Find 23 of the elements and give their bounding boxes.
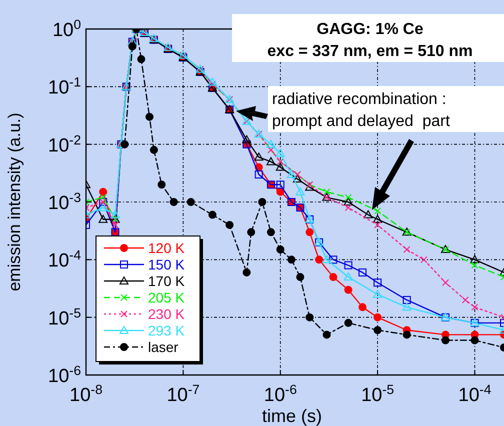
x-axis-title: time (s) [262, 406, 322, 426]
x-tick-label: 10$^{-5}$ [361, 382, 394, 406]
annotation: radiative recombination : prompt and delayed part [272, 91, 450, 130]
legend-label: 170 K [148, 273, 186, 289]
note-box: radiative recombination : prompt and delayed part [268, 86, 504, 132]
y-tick-label: 10$^{-2}$ [48, 132, 81, 156]
chart-title: GAGG: 1% Ce [316, 21, 424, 38]
legend-label: laser [148, 339, 179, 355]
x-tick-label: 10$^{-7}$ [166, 382, 200, 406]
title-box: GAGG: 1% Ce exc = 337 nm, em = 510 nm [232, 14, 504, 62]
y-tick-label: 10$^{0}$ [52, 16, 81, 41]
legend-label: 293 K [148, 322, 186, 338]
legend-label: 230 K [148, 306, 186, 322]
y-tick-label: 10$^{-1}$ [48, 74, 81, 99]
y-tick-label: 10$^{-3}$ [48, 190, 81, 214]
x-tick-label: 10$^{-6}$ [264, 382, 297, 406]
x-tick-label: 10$^{-4}$ [458, 382, 492, 406]
legend-label: 120 K [148, 240, 186, 256]
y-tick-label: 10$^{-5}$ [48, 304, 81, 330]
y-tick-label: 10$^{-4}$ [48, 247, 81, 272]
legend-label: 150 K [148, 256, 186, 272]
y-axis-title: emission intensity (a.u.) [5, 112, 24, 292]
legend-label: 205 K [148, 290, 186, 306]
